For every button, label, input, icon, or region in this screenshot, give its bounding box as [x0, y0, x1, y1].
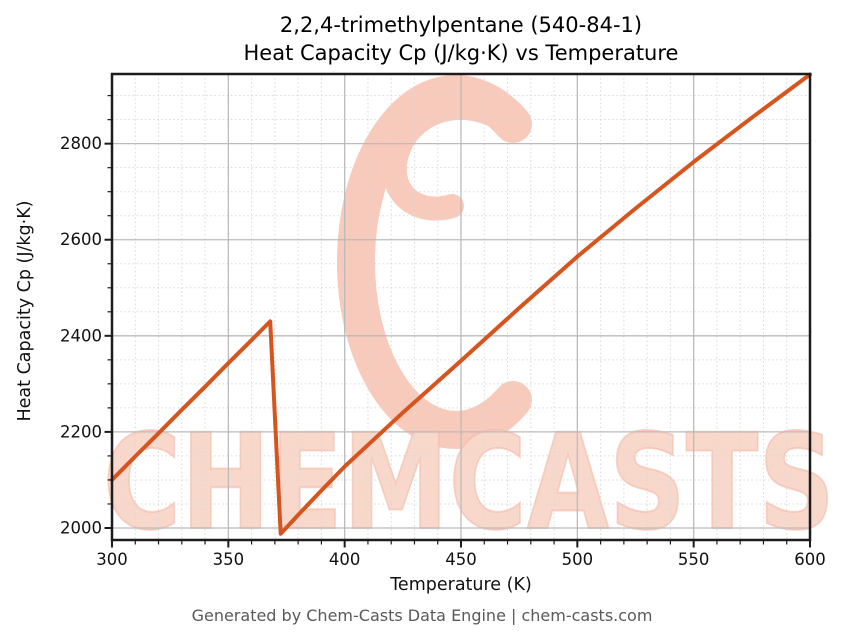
x-tick-label: 450: [445, 550, 477, 569]
footer-credit: Generated by Chem-Casts Data Engine | ch…: [191, 606, 653, 625]
y-tick-label: 2600: [60, 230, 102, 249]
chart-title: 2,2,4-trimethylpentane (540-84-1) Heat C…: [112, 12, 810, 67]
y-tick-label: 2000: [60, 518, 102, 537]
axis-ticks: [104, 95, 811, 548]
x-tick-label: 600: [794, 550, 826, 569]
chemcasts-c-swirl-logo: [336, 75, 532, 449]
y-tick-label: 2400: [60, 326, 102, 345]
chart-title-line1: 2,2,4-trimethylpentane (540-84-1): [279, 13, 643, 37]
watermark: CHEMCASTS: [102, 75, 836, 561]
y-tick-labels: 2000 2200 2400 2600 2800: [60, 134, 102, 537]
x-tick-label: 500: [562, 550, 594, 569]
y-axis-label: Heat Capacity Cp (J/kg·K): [15, 200, 35, 422]
cp-line: [110, 72, 812, 536]
x-tick-labels: 300 350 400 450 500 550 600: [96, 550, 826, 569]
x-tick-label: 350: [213, 550, 245, 569]
x-axis-label: Temperature (K): [390, 575, 532, 595]
x-tick-label: 400: [329, 550, 361, 569]
chart-title-line2: Heat Capacity Cp (J/kg·K) vs Temperature: [243, 40, 679, 65]
x-tick-label: 550: [678, 550, 710, 569]
x-tick-label: 300: [96, 550, 128, 569]
watermark-text: CHEMCASTS: [103, 406, 835, 560]
y-tick-label: 2800: [60, 134, 102, 153]
y-tick-label: 2200: [60, 422, 102, 441]
